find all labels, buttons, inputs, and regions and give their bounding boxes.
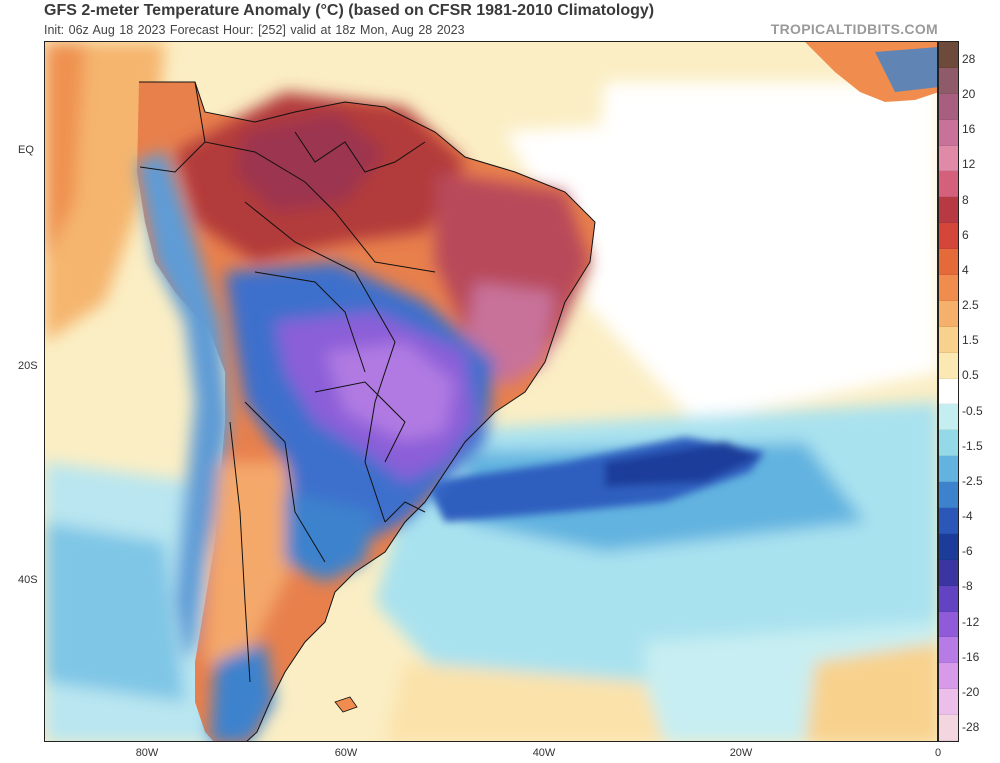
colorbar-label: 8 [962, 192, 969, 207]
colorbar-label: -0.5 [962, 403, 983, 418]
colorbar-label: 28 [962, 52, 976, 66]
colorbar-label: 2.5 [962, 298, 979, 313]
colorbar-cell [939, 689, 958, 716]
colorbar-cell [939, 93, 958, 120]
colorbar-cell [939, 637, 958, 664]
colorbar-cell [939, 611, 958, 638]
colorbar-cell [939, 275, 958, 301]
colorbar-label: 16 [962, 122, 976, 137]
colorbar-cell [939, 197, 958, 224]
colorbar-cell [939, 223, 958, 250]
africa-landmass [805, 42, 937, 102]
colorbar-label: 4 [962, 262, 969, 277]
colorbar-cell [939, 378, 958, 405]
lon-label-80w: 80W [135, 747, 159, 759]
colorbar-cell [939, 585, 958, 612]
colorbar-label: 20 [962, 87, 976, 102]
colorbar-label: 12 [962, 157, 976, 172]
cold-anomaly-streak [425, 437, 765, 522]
colorbar-cell [939, 715, 958, 742]
colorbar-cell [939, 171, 958, 198]
country-borders [139, 81, 596, 741]
colorbar-label: -20 [962, 684, 980, 699]
colorbar-label: -6 [962, 544, 973, 559]
colorbar-cell [939, 559, 958, 586]
colorbar-cell [939, 663, 958, 690]
colorbar-label: -1.5 [962, 438, 983, 453]
map-canvas [45, 42, 937, 741]
lon-label-0: 0 [934, 747, 942, 759]
lon-label-40w: 40W [532, 747, 556, 759]
colorbar-labels: 28 20 16 12 8 6 4 2.5 1.5 0.5 -0.5 -1.5 -2.5 -4 -6 -8 -1… [962, 41, 1000, 742]
temperature-anomaly-map[interactable] [44, 41, 938, 742]
falkland-islands [334, 696, 358, 713]
lon-label-60w: 60W [334, 747, 358, 759]
colorbar-cell [939, 326, 958, 353]
colorbar-cell [939, 300, 958, 327]
colorbar-label: 0.5 [962, 368, 979, 383]
colorbar-label: -8 [962, 579, 973, 594]
colorbar-cell [939, 145, 958, 172]
colorbar-label: 6 [962, 227, 969, 242]
colorbar-label: -28 [962, 720, 980, 734]
colorbar-cell [939, 456, 958, 483]
lat-label-20s: 20S [18, 360, 38, 372]
lat-label-eq: EQ [18, 144, 34, 156]
colorbar-cell [939, 119, 958, 146]
lon-label-20w: 20W [729, 747, 753, 759]
map-title: GFS 2-meter Temperature Anomaly (°C) (ba… [44, 2, 655, 19]
colorbar-cell [939, 482, 958, 509]
colorbar-label: -16 [962, 649, 980, 664]
colorbar-cell [939, 508, 958, 534]
map-subtitle: Init: 06z Aug 18 2023 Forecast Hour: [25… [44, 23, 465, 37]
lat-label-40s: 40S [18, 574, 38, 586]
colorbar-label: -4 [962, 509, 973, 524]
colorbar [938, 41, 959, 742]
colorbar-label: 1.5 [962, 333, 979, 348]
colorbar-label: -12 [962, 614, 980, 629]
colorbar-cell [939, 42, 958, 68]
colorbar-label: -2.5 [962, 473, 983, 488]
brand-watermark: TROPICALTIDBITS.COM [770, 21, 938, 37]
colorbar-cell [939, 352, 958, 379]
colorbar-cell [939, 249, 958, 276]
colorbar-cell [939, 67, 958, 94]
colorbar-cell [939, 404, 958, 431]
land-anomaly-field [137, 92, 590, 741]
colorbar-cell [939, 430, 958, 457]
colorbar-cell [939, 533, 958, 560]
